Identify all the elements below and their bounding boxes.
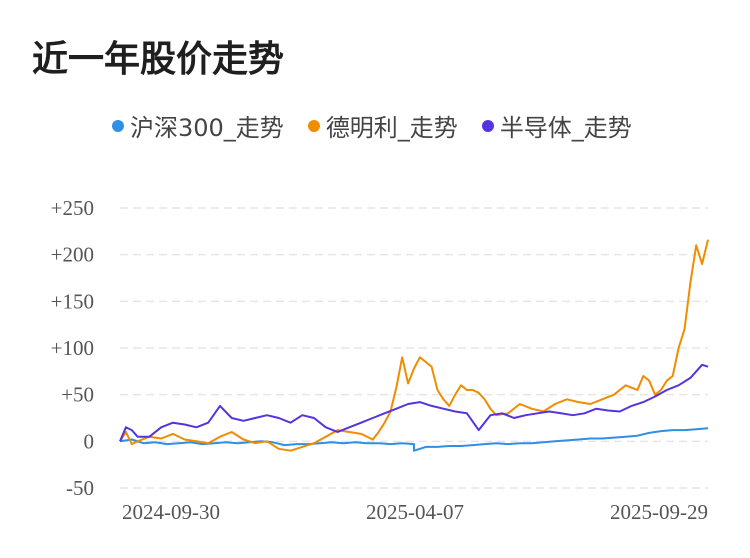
y-tick-label: +150 <box>51 289 94 313</box>
legend-label-semiconductor: 半导体_走势 <box>499 114 632 142</box>
legend-dot-hs300-icon <box>112 119 124 132</box>
series-lines <box>119 239 709 452</box>
y-tick-label: +250 <box>51 196 94 220</box>
y-tick-label: 0 <box>84 429 95 453</box>
legend-dot-semiconductor-icon <box>481 119 494 132</box>
y-axis-ticks: +250 +200 +150 +100 +50 0 -50 <box>51 196 94 500</box>
chart-title: 近一年股价走势 <box>32 39 285 80</box>
legend-dot-demingli-icon <box>307 119 320 132</box>
y-tick-label: +200 <box>51 243 94 267</box>
y-tick-label: -50 <box>66 476 94 500</box>
legend: 沪深300_走势 德明利_走势 半导体_走势 <box>112 108 632 143</box>
series-line-2 <box>119 363 709 442</box>
legend-item-semiconductor[interactable]: 半导体_走势 <box>481 108 632 143</box>
grid-lines <box>120 207 708 489</box>
series-line-0 <box>119 427 709 452</box>
x-axis-ticks: 2024-09-30 2025-04-07 2025-09-29 <box>122 500 708 524</box>
legend-label-demingli: 德明利_走势 <box>325 114 458 142</box>
legend-item-hs300[interactable]: 沪深300_走势 <box>112 108 284 143</box>
series-line-1 <box>119 239 709 452</box>
legend-label-hs300: 沪深300_走势 <box>130 114 284 142</box>
x-tick-label: 2025-04-07 <box>366 500 464 524</box>
y-tick-label: +100 <box>51 336 94 360</box>
x-tick-label: 2025-09-29 <box>610 500 708 524</box>
y-tick-label: +50 <box>61 383 94 407</box>
x-tick-label: 2024-09-30 <box>122 500 220 524</box>
legend-item-demingli[interactable]: 德明利_走势 <box>307 108 458 143</box>
